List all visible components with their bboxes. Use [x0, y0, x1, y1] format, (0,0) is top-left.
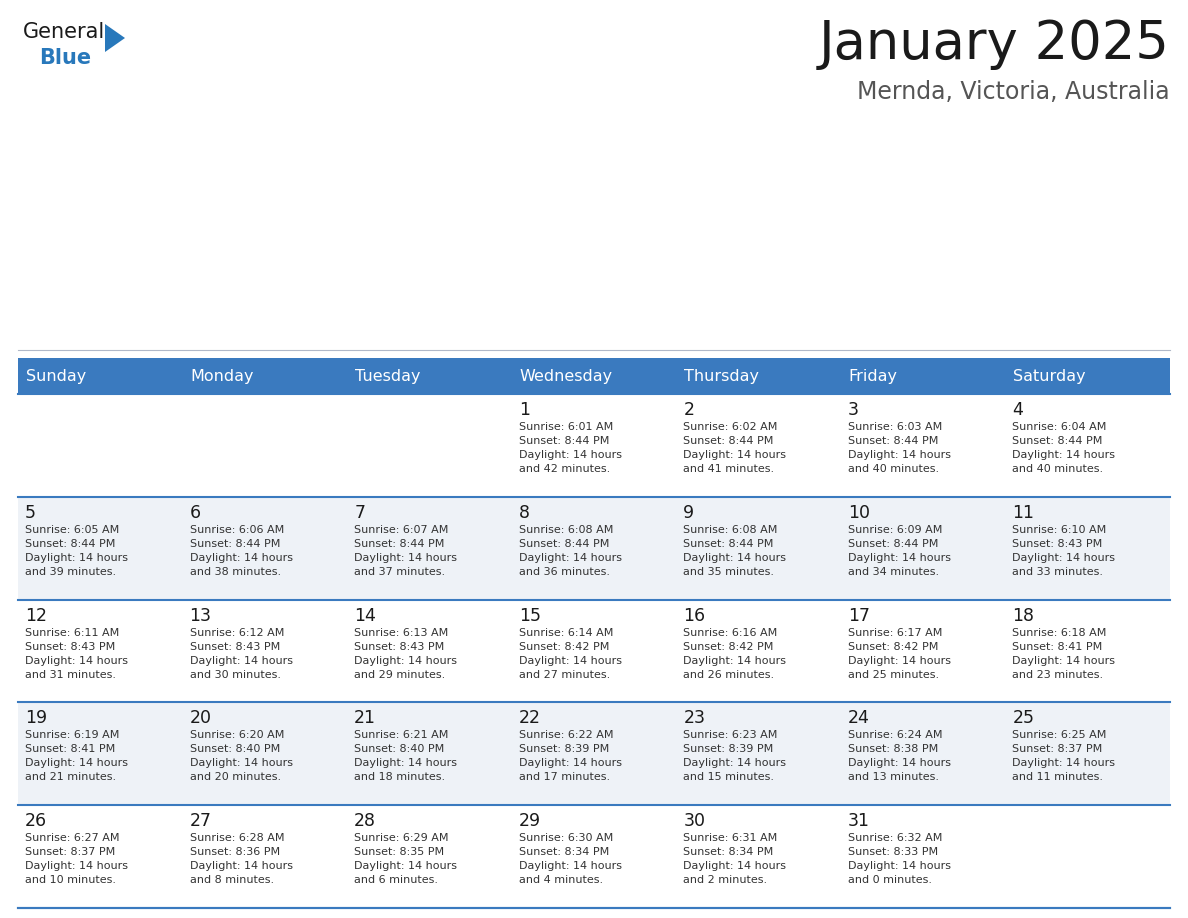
Text: Sunrise: 6:07 AM
Sunset: 8:44 PM
Daylight: 14 hours
and 37 minutes.: Sunrise: 6:07 AM Sunset: 8:44 PM Dayligh…: [354, 525, 457, 577]
Bar: [18, 394, 1170, 497]
Bar: [18, 702, 1170, 805]
Text: 26: 26: [25, 812, 48, 830]
Text: Sunrise: 6:21 AM
Sunset: 8:40 PM
Daylight: 14 hours
and 18 minutes.: Sunrise: 6:21 AM Sunset: 8:40 PM Dayligh…: [354, 731, 457, 782]
Text: 24: 24: [848, 710, 870, 727]
Text: Blue: Blue: [39, 48, 91, 68]
Text: Tuesday: Tuesday: [355, 368, 421, 384]
Text: 7: 7: [354, 504, 365, 521]
Text: Sunrise: 6:25 AM
Sunset: 8:37 PM
Daylight: 14 hours
and 11 minutes.: Sunrise: 6:25 AM Sunset: 8:37 PM Dayligh…: [1012, 731, 1116, 782]
Text: 4: 4: [1012, 401, 1023, 419]
Text: Sunrise: 6:04 AM
Sunset: 8:44 PM
Daylight: 14 hours
and 40 minutes.: Sunrise: 6:04 AM Sunset: 8:44 PM Dayligh…: [1012, 422, 1116, 474]
Text: Sunrise: 6:14 AM
Sunset: 8:42 PM
Daylight: 14 hours
and 27 minutes.: Sunrise: 6:14 AM Sunset: 8:42 PM Dayligh…: [519, 628, 621, 679]
Bar: [18, 358, 1170, 394]
Text: 20: 20: [190, 710, 211, 727]
Text: 31: 31: [848, 812, 870, 830]
Text: Sunrise: 6:28 AM
Sunset: 8:36 PM
Daylight: 14 hours
and 8 minutes.: Sunrise: 6:28 AM Sunset: 8:36 PM Dayligh…: [190, 834, 292, 885]
Text: Sunrise: 6:20 AM
Sunset: 8:40 PM
Daylight: 14 hours
and 20 minutes.: Sunrise: 6:20 AM Sunset: 8:40 PM Dayligh…: [190, 731, 292, 782]
Text: Sunrise: 6:05 AM
Sunset: 8:44 PM
Daylight: 14 hours
and 39 minutes.: Sunrise: 6:05 AM Sunset: 8:44 PM Dayligh…: [25, 525, 128, 577]
Text: 23: 23: [683, 710, 706, 727]
Text: 5: 5: [25, 504, 36, 521]
Text: 29: 29: [519, 812, 541, 830]
Text: Sunrise: 6:10 AM
Sunset: 8:43 PM
Daylight: 14 hours
and 33 minutes.: Sunrise: 6:10 AM Sunset: 8:43 PM Dayligh…: [1012, 525, 1116, 577]
Text: Sunrise: 6:01 AM
Sunset: 8:44 PM
Daylight: 14 hours
and 42 minutes.: Sunrise: 6:01 AM Sunset: 8:44 PM Dayligh…: [519, 422, 621, 474]
Text: Sunrise: 6:27 AM
Sunset: 8:37 PM
Daylight: 14 hours
and 10 minutes.: Sunrise: 6:27 AM Sunset: 8:37 PM Dayligh…: [25, 834, 128, 885]
Text: Sunrise: 6:03 AM
Sunset: 8:44 PM
Daylight: 14 hours
and 40 minutes.: Sunrise: 6:03 AM Sunset: 8:44 PM Dayligh…: [848, 422, 950, 474]
Text: 12: 12: [25, 607, 48, 624]
Text: Sunrise: 6:32 AM
Sunset: 8:33 PM
Daylight: 14 hours
and 0 minutes.: Sunrise: 6:32 AM Sunset: 8:33 PM Dayligh…: [848, 834, 950, 885]
Text: 6: 6: [190, 504, 201, 521]
Text: Saturday: Saturday: [1013, 368, 1086, 384]
Text: 22: 22: [519, 710, 541, 727]
Text: Sunrise: 6:13 AM
Sunset: 8:43 PM
Daylight: 14 hours
and 29 minutes.: Sunrise: 6:13 AM Sunset: 8:43 PM Dayligh…: [354, 628, 457, 679]
Text: Sunrise: 6:16 AM
Sunset: 8:42 PM
Daylight: 14 hours
and 26 minutes.: Sunrise: 6:16 AM Sunset: 8:42 PM Dayligh…: [683, 628, 786, 679]
Text: 25: 25: [1012, 710, 1035, 727]
Text: Sunrise: 6:08 AM
Sunset: 8:44 PM
Daylight: 14 hours
and 36 minutes.: Sunrise: 6:08 AM Sunset: 8:44 PM Dayligh…: [519, 525, 621, 577]
Text: 2: 2: [683, 401, 694, 419]
Text: Monday: Monday: [190, 368, 254, 384]
Text: Sunrise: 6:11 AM
Sunset: 8:43 PM
Daylight: 14 hours
and 31 minutes.: Sunrise: 6:11 AM Sunset: 8:43 PM Dayligh…: [25, 628, 128, 679]
Text: 8: 8: [519, 504, 530, 521]
Text: 13: 13: [190, 607, 211, 624]
Text: Sunrise: 6:12 AM
Sunset: 8:43 PM
Daylight: 14 hours
and 30 minutes.: Sunrise: 6:12 AM Sunset: 8:43 PM Dayligh…: [190, 628, 292, 679]
Text: Mernda, Victoria, Australia: Mernda, Victoria, Australia: [858, 80, 1170, 104]
Text: 30: 30: [683, 812, 706, 830]
Text: Sunrise: 6:02 AM
Sunset: 8:44 PM
Daylight: 14 hours
and 41 minutes.: Sunrise: 6:02 AM Sunset: 8:44 PM Dayligh…: [683, 422, 786, 474]
Text: 15: 15: [519, 607, 541, 624]
Text: Friday: Friday: [849, 368, 898, 384]
Text: Sunday: Sunday: [26, 368, 87, 384]
Text: Thursday: Thursday: [684, 368, 759, 384]
Text: 14: 14: [354, 607, 377, 624]
Text: Sunrise: 6:24 AM
Sunset: 8:38 PM
Daylight: 14 hours
and 13 minutes.: Sunrise: 6:24 AM Sunset: 8:38 PM Dayligh…: [848, 731, 950, 782]
Text: Sunrise: 6:22 AM
Sunset: 8:39 PM
Daylight: 14 hours
and 17 minutes.: Sunrise: 6:22 AM Sunset: 8:39 PM Dayligh…: [519, 731, 621, 782]
Text: 27: 27: [190, 812, 211, 830]
Text: 28: 28: [354, 812, 377, 830]
Text: 11: 11: [1012, 504, 1035, 521]
Text: Sunrise: 6:18 AM
Sunset: 8:41 PM
Daylight: 14 hours
and 23 minutes.: Sunrise: 6:18 AM Sunset: 8:41 PM Dayligh…: [1012, 628, 1116, 679]
Polygon shape: [105, 24, 125, 52]
Text: 21: 21: [354, 710, 377, 727]
Text: 10: 10: [848, 504, 870, 521]
Text: Sunrise: 6:06 AM
Sunset: 8:44 PM
Daylight: 14 hours
and 38 minutes.: Sunrise: 6:06 AM Sunset: 8:44 PM Dayligh…: [190, 525, 292, 577]
Text: 3: 3: [848, 401, 859, 419]
Bar: [18, 497, 1170, 599]
Text: Sunrise: 6:17 AM
Sunset: 8:42 PM
Daylight: 14 hours
and 25 minutes.: Sunrise: 6:17 AM Sunset: 8:42 PM Dayligh…: [848, 628, 950, 679]
Text: 1: 1: [519, 401, 530, 419]
Bar: [18, 805, 1170, 908]
Text: Sunrise: 6:29 AM
Sunset: 8:35 PM
Daylight: 14 hours
and 6 minutes.: Sunrise: 6:29 AM Sunset: 8:35 PM Dayligh…: [354, 834, 457, 885]
Text: Wednesday: Wednesday: [519, 368, 613, 384]
Text: Sunrise: 6:09 AM
Sunset: 8:44 PM
Daylight: 14 hours
and 34 minutes.: Sunrise: 6:09 AM Sunset: 8:44 PM Dayligh…: [848, 525, 950, 577]
Text: 18: 18: [1012, 607, 1035, 624]
Text: Sunrise: 6:08 AM
Sunset: 8:44 PM
Daylight: 14 hours
and 35 minutes.: Sunrise: 6:08 AM Sunset: 8:44 PM Dayligh…: [683, 525, 786, 577]
Text: 16: 16: [683, 607, 706, 624]
Text: Sunrise: 6:31 AM
Sunset: 8:34 PM
Daylight: 14 hours
and 2 minutes.: Sunrise: 6:31 AM Sunset: 8:34 PM Dayligh…: [683, 834, 786, 885]
Text: Sunrise: 6:19 AM
Sunset: 8:41 PM
Daylight: 14 hours
and 21 minutes.: Sunrise: 6:19 AM Sunset: 8:41 PM Dayligh…: [25, 731, 128, 782]
Text: 19: 19: [25, 710, 48, 727]
Text: Sunrise: 6:23 AM
Sunset: 8:39 PM
Daylight: 14 hours
and 15 minutes.: Sunrise: 6:23 AM Sunset: 8:39 PM Dayligh…: [683, 731, 786, 782]
Text: 9: 9: [683, 504, 695, 521]
Text: General: General: [23, 22, 106, 42]
Text: Sunrise: 6:30 AM
Sunset: 8:34 PM
Daylight: 14 hours
and 4 minutes.: Sunrise: 6:30 AM Sunset: 8:34 PM Dayligh…: [519, 834, 621, 885]
Text: January 2025: January 2025: [819, 18, 1170, 70]
Bar: [18, 599, 1170, 702]
Text: 17: 17: [848, 607, 870, 624]
